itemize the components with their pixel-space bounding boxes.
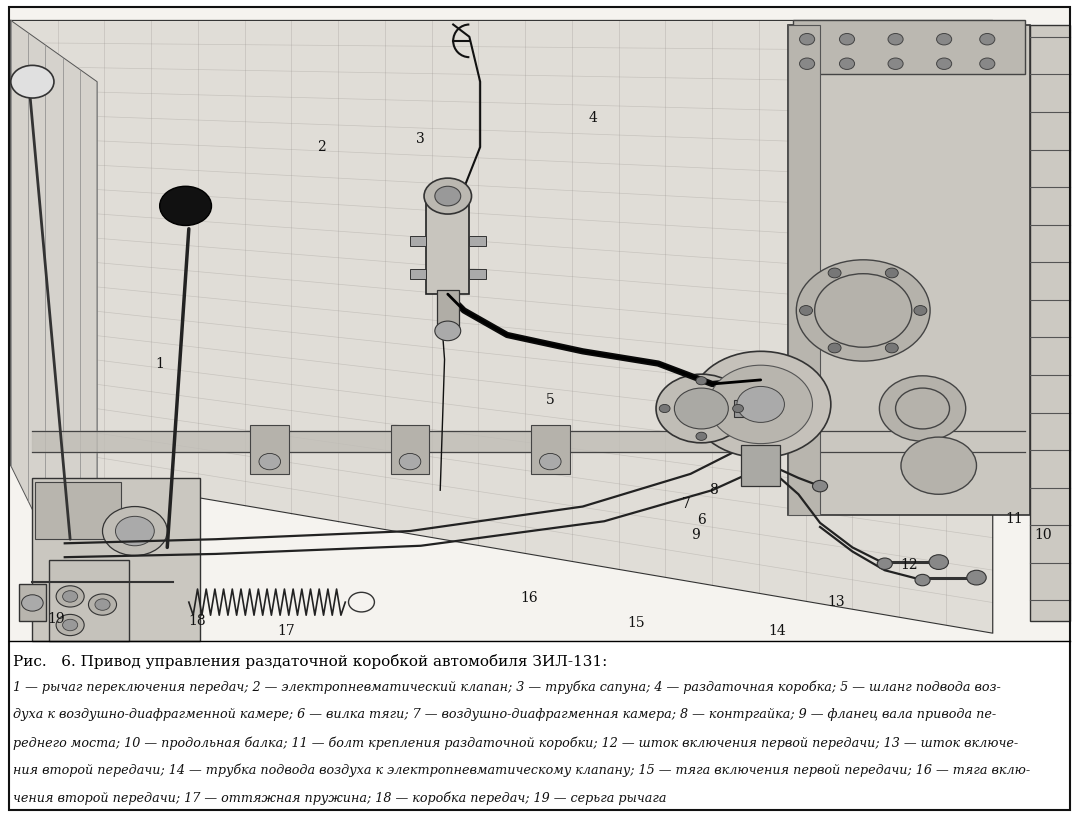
Text: Рис.   6. Привод управления раздаточной коробкой автомобиля ЗИЛ-131:: Рис. 6. Привод управления раздаточной ко…	[13, 654, 607, 668]
Bar	[426, 200, 469, 294]
Text: 17: 17	[277, 623, 295, 638]
Circle shape	[796, 260, 930, 361]
Circle shape	[937, 58, 952, 69]
Polygon shape	[11, 20, 993, 633]
Circle shape	[885, 268, 898, 278]
Circle shape	[896, 388, 950, 429]
Text: 6: 6	[697, 513, 706, 528]
Circle shape	[839, 58, 855, 69]
Text: 3: 3	[416, 132, 425, 146]
Bar	[410, 269, 426, 279]
Circle shape	[63, 619, 78, 631]
Circle shape	[800, 33, 815, 45]
Text: 1 — рычаг переключения передач; 2 — электропневматический клапан; 3 — трубка сап: 1 — рычаг переключения передач; 2 — элек…	[13, 681, 1000, 694]
Circle shape	[540, 453, 561, 470]
Circle shape	[63, 591, 78, 602]
Text: 4: 4	[589, 111, 598, 126]
Circle shape	[815, 274, 912, 347]
Circle shape	[915, 574, 930, 586]
Bar	[734, 400, 755, 417]
Circle shape	[879, 376, 966, 441]
Circle shape	[696, 377, 707, 385]
Bar	[788, 25, 820, 515]
Circle shape	[888, 33, 903, 45]
Circle shape	[399, 453, 421, 470]
Circle shape	[812, 480, 828, 492]
Text: чения второй передачи; 17 — оттяжная пружина; 18 — коробка передач; 19 — серьга : чения второй передачи; 17 — оттяжная пру…	[13, 792, 667, 806]
Text: 15: 15	[628, 615, 645, 630]
Circle shape	[674, 388, 728, 429]
Text: 2: 2	[317, 140, 326, 154]
Bar	[32, 478, 200, 641]
Circle shape	[914, 306, 927, 315]
Circle shape	[839, 33, 855, 45]
Circle shape	[659, 404, 670, 413]
Text: 14: 14	[768, 623, 786, 638]
Bar	[469, 269, 486, 279]
Circle shape	[980, 58, 995, 69]
Circle shape	[435, 321, 461, 341]
Circle shape	[901, 437, 976, 494]
Bar	[391, 425, 429, 474]
Circle shape	[737, 386, 784, 422]
Circle shape	[691, 351, 831, 458]
Circle shape	[929, 555, 948, 569]
Text: 1: 1	[155, 356, 164, 371]
Bar	[410, 236, 426, 246]
Circle shape	[800, 58, 815, 69]
Circle shape	[56, 586, 84, 607]
Text: 18: 18	[189, 614, 206, 628]
Text: 16: 16	[520, 591, 537, 605]
Text: 5: 5	[546, 393, 555, 408]
Circle shape	[888, 58, 903, 69]
Bar	[250, 425, 289, 474]
Bar	[49, 560, 129, 641]
Text: 9: 9	[692, 528, 700, 542]
Text: реднего моста; 10 — продольная балка; 11 — болт крепления раздаточной коробки; 1: реднего моста; 10 — продольная балка; 11…	[13, 736, 1019, 750]
Text: 11: 11	[1006, 511, 1023, 526]
Circle shape	[937, 33, 952, 45]
Bar	[793, 20, 1025, 74]
Text: 8: 8	[709, 483, 718, 498]
Bar	[35, 482, 121, 539]
Bar	[469, 236, 486, 246]
Circle shape	[980, 33, 995, 45]
Text: 10: 10	[1035, 528, 1052, 542]
Bar	[1030, 25, 1070, 621]
Bar	[788, 25, 1030, 515]
Circle shape	[733, 404, 743, 413]
Circle shape	[22, 595, 43, 611]
Circle shape	[877, 558, 892, 569]
Circle shape	[115, 516, 154, 546]
Circle shape	[11, 65, 54, 98]
Bar	[437, 290, 459, 331]
Circle shape	[829, 343, 842, 353]
Circle shape	[885, 343, 898, 353]
Circle shape	[800, 306, 812, 315]
Text: 7: 7	[682, 497, 691, 511]
Text: 13: 13	[828, 595, 845, 609]
Text: ния второй передачи; 14 — трубка подвода воздуха к электропневматическому клапан: ния второй передачи; 14 — трубка подвода…	[13, 764, 1030, 778]
Circle shape	[967, 570, 986, 585]
Bar	[19, 584, 46, 621]
Polygon shape	[11, 20, 97, 641]
Circle shape	[829, 268, 842, 278]
Circle shape	[259, 453, 281, 470]
Text: духа к воздушно-диафрагменной камере; 6 — вилка тяги; 7 — воздушно-диафрагменная: духа к воздушно-диафрагменной камере; 6 …	[13, 708, 996, 721]
Text: 19: 19	[47, 612, 65, 627]
Circle shape	[56, 614, 84, 636]
Circle shape	[95, 599, 110, 610]
Bar	[531, 425, 570, 474]
Circle shape	[709, 365, 812, 444]
Bar	[741, 445, 780, 486]
Circle shape	[160, 186, 211, 225]
Circle shape	[435, 186, 461, 206]
Text: 12: 12	[901, 558, 918, 573]
Circle shape	[424, 178, 472, 214]
Circle shape	[88, 594, 117, 615]
Circle shape	[656, 374, 747, 443]
Bar	[9, 7, 1070, 641]
Circle shape	[696, 432, 707, 440]
Circle shape	[103, 507, 167, 556]
